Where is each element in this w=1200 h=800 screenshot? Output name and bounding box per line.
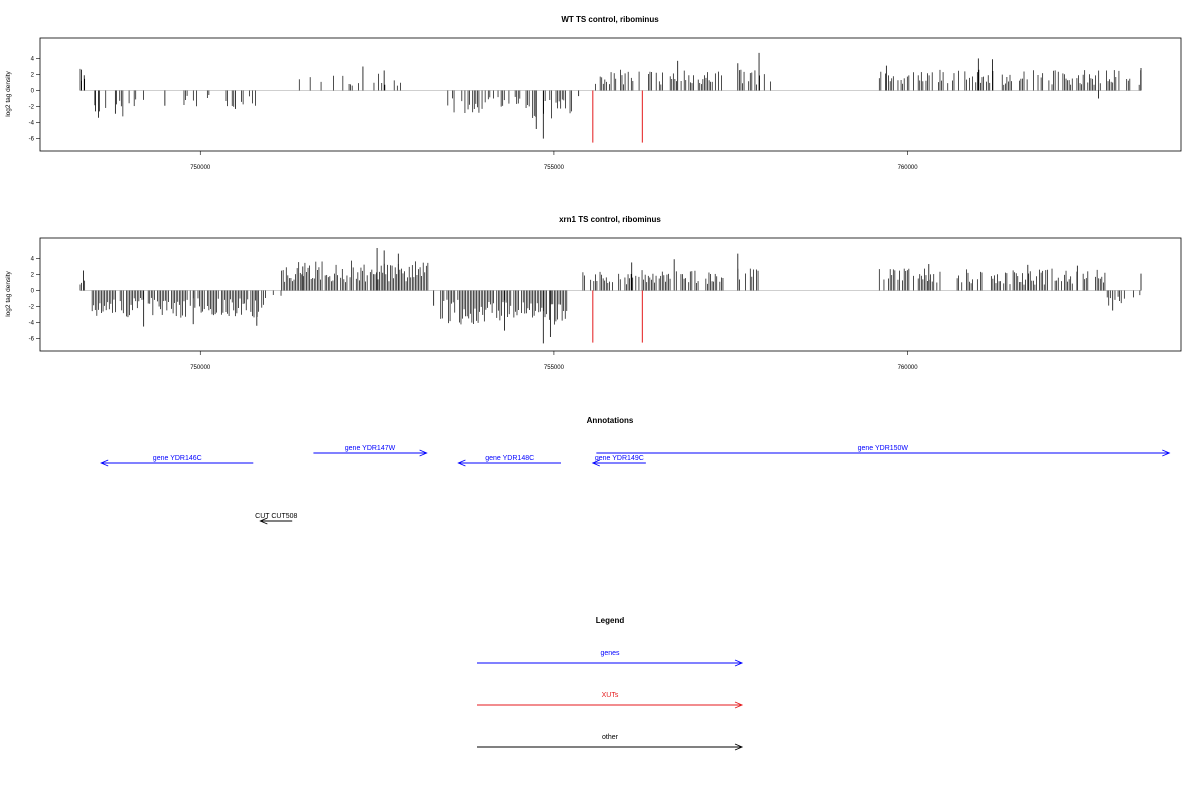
xrn1-track-panel: xrn1 TS control, ribominus log2 tag dens… [5,215,1182,371]
legend-arrow-head [734,659,744,667]
y-tick-label: -4 [29,321,35,327]
y-tick-label: 2 [31,272,35,278]
annotation-item: gene YDR148C [457,455,561,467]
legend-arrow-head [734,701,744,709]
y-tick-label: 4 [31,56,35,62]
annotation-arrow-head [100,459,109,467]
x-tick-label: 755000 [544,165,565,171]
y-tick-label: -6 [29,137,35,143]
annotation-arrows: gene YDR146C gene YDR147W gene YDR148C gene… [100,445,1171,525]
annotations-title: Annotations [587,416,634,425]
wt-plot-frame [39,37,1182,152]
y-tick-label: 2 [31,72,35,78]
legend-title: Legend [596,616,625,625]
annotation-arrow-head [259,517,268,525]
xrn1-x-axis: 750000 755000 760000 [190,351,918,371]
annotation-arrow-head [1162,449,1171,457]
x-tick-label: 760000 [898,165,919,171]
annotation-arrow-head [419,449,428,457]
xrn1-y-axis: -6 -4 -2 0 2 4 [29,256,40,343]
legend-panel: Legend genes XUTs other [477,616,744,751]
y-tick-label: 0 [31,288,35,294]
legend-arrow-head [734,743,744,751]
wt-x-axis: 750000 755000 760000 [190,151,918,171]
x-tick-label: 750000 [190,165,211,171]
xrn1-track-title: xrn1 TS control, ribominus [559,215,661,224]
x-tick-label: 755000 [544,365,565,371]
y-tick-label: 4 [31,256,35,262]
wt-xut-markers [592,90,643,143]
annotation-arrow-head [457,459,466,467]
legend-label: other [602,734,619,741]
xrn1-xut-markers [592,290,643,343]
x-tick-label: 760000 [898,365,919,371]
annotation-item: gene YDR147W [313,445,428,457]
wt-track-panel: WT TS control, ribominus log2 tag densit… [5,15,1182,171]
xrn1-y-axis-label: log2 tag density [5,270,12,316]
y-tick-label: 0 [31,88,35,94]
legend-entries: genes XUTs other [477,650,744,751]
annotation-label: CUT CUT508 [255,513,297,520]
annotation-label: gene YDR148C [485,455,534,462]
legend-label: genes [600,650,620,657]
annotation-item: gene YDR146C [100,455,254,467]
wt-track-title: WT TS control, ribominus [561,15,659,24]
annotation-label: gene YDR147W [345,445,396,452]
y-tick-label: -2 [29,105,35,111]
xrn1-signal-bars [79,248,1142,344]
annotation-item: gene YDR149C [591,455,646,467]
annotation-label: gene YDR150W [858,445,909,452]
annotation-label: gene YDR149C [595,455,644,462]
y-tick-label: -6 [29,337,35,343]
annotation-arrow-head [591,459,600,467]
xrn1-plot-frame [39,237,1182,352]
wt-y-axis-label: log2 tag density [5,70,12,116]
wt-signal-bars [79,52,1142,139]
legend-entry: genes [477,650,744,667]
y-tick-label: -4 [29,121,35,127]
annotation-item: gene YDR150W [596,445,1171,457]
wt-y-axis: -6 -4 -2 0 2 4 [29,56,40,143]
x-tick-label: 750000 [190,365,211,371]
y-tick-label: -2 [29,305,35,311]
legend-entry: XUTs [477,692,744,709]
annotation-item: CUT CUT508 [255,513,298,525]
annotation-label: gene YDR146C [153,455,202,462]
legend-label: XUTs [602,692,619,699]
legend-entry: other [477,734,744,751]
